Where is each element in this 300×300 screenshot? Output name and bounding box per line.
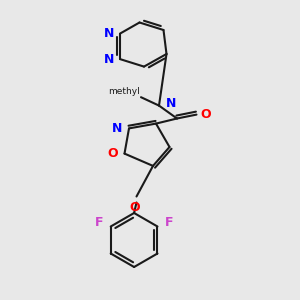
Text: N: N — [104, 27, 115, 40]
Text: F: F — [95, 215, 103, 229]
Text: O: O — [107, 147, 118, 160]
Text: F: F — [165, 215, 173, 229]
Text: O: O — [200, 108, 211, 121]
Text: methyl: methyl — [108, 87, 140, 96]
Text: O: O — [130, 201, 140, 214]
Text: N: N — [166, 97, 176, 110]
Text: N: N — [104, 52, 115, 66]
Text: N: N — [112, 122, 122, 135]
